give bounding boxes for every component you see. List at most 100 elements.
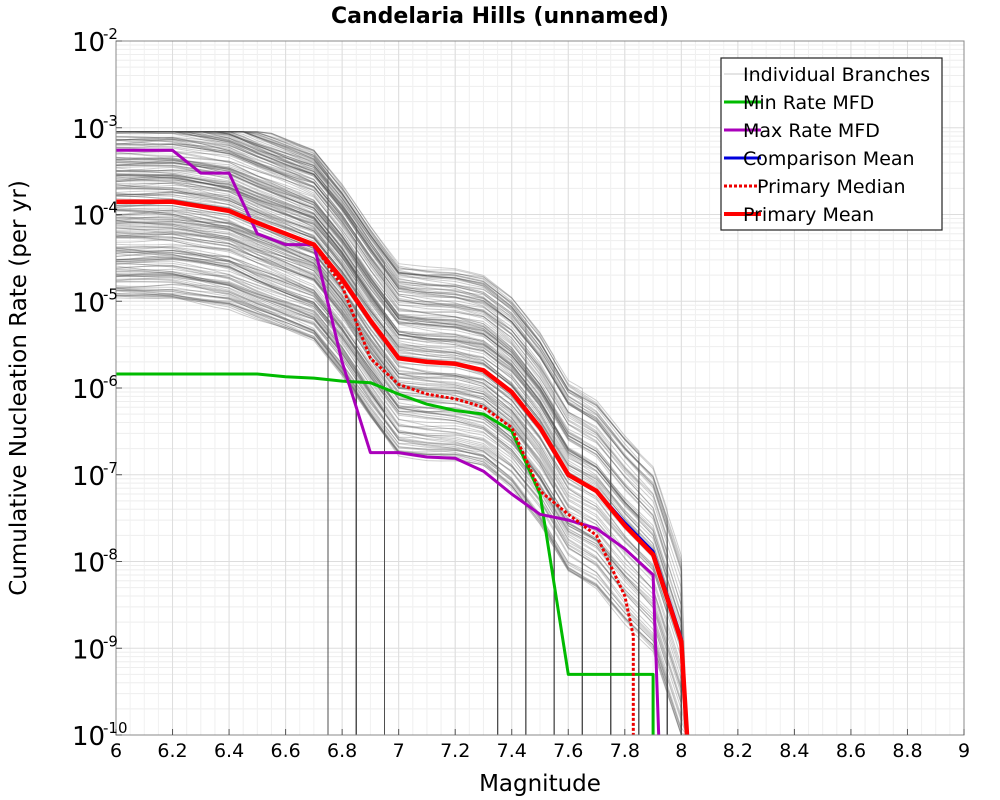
individual-branch-line	[116, 131, 329, 735]
individual-branch-line	[115, 180, 688, 736]
individual-branch-line	[115, 167, 555, 735]
y-tick-label-exponent: -4	[103, 199, 118, 217]
individual-branch-line	[116, 131, 612, 735]
legend-label: Individual Branches	[743, 64, 930, 86]
individual-branch-line	[115, 263, 329, 735]
individual-branch-line	[115, 210, 583, 735]
chart-title: Candelaria Hills (unnamed)	[331, 4, 669, 29]
individual-branch-line	[115, 230, 668, 735]
individual-branch-line	[115, 275, 688, 736]
individual-branch-line	[115, 157, 499, 735]
x-tick-label: 9	[958, 740, 970, 762]
individual-branch-line	[115, 139, 640, 735]
individual-branch-line	[116, 131, 329, 735]
individual-branch-line	[116, 131, 583, 735]
y-tick-label-base: 10	[72, 635, 105, 665]
individual-branch-line	[116, 289, 357, 735]
individual-branch-line	[115, 294, 527, 735]
individual-branch-line	[115, 136, 357, 735]
x-tick-label: 6.6	[270, 740, 300, 762]
individual-branch-line	[115, 174, 357, 735]
individual-branch-line	[115, 169, 385, 735]
individual-branch-line	[115, 253, 385, 735]
individual-branch-line	[115, 191, 668, 735]
individual-branch-line	[115, 272, 385, 735]
individual-branch-line	[115, 251, 682, 735]
individual-branch-line	[115, 227, 612, 735]
y-tick-label-exponent: -9	[103, 632, 118, 650]
individual-branch-line	[115, 192, 668, 735]
individual-branch-line	[116, 131, 583, 735]
individual-branch-line	[116, 131, 527, 735]
y-tick-label-base: 10	[72, 28, 105, 58]
individual-branch-line	[115, 270, 385, 735]
individual-branch-line	[116, 131, 583, 735]
individual-branch-line	[115, 131, 688, 736]
individual-branch-line	[115, 232, 583, 735]
series-line-primary-mean	[116, 199, 690, 736]
y-tick-label-base: 10	[72, 288, 105, 318]
x-tick-label: 8.6	[836, 740, 866, 762]
legend-box	[720, 57, 943, 231]
y-axis-title: Cumulative Nucleation Rate (per yr)	[6, 180, 32, 596]
individual-branch-line	[115, 219, 668, 735]
individual-branch-line	[115, 173, 640, 735]
legend-label: Min Rate MFD	[743, 92, 874, 114]
individual-branch-line	[115, 157, 583, 735]
individual-branch-line	[116, 131, 682, 735]
individual-branch-line	[116, 131, 668, 735]
individual-branch-line	[115, 184, 357, 735]
individual-branch-line	[115, 132, 527, 735]
x-tick-label: 7.6	[553, 740, 583, 762]
individual-branch-line	[116, 143, 385, 735]
individual-branch-line	[116, 258, 612, 735]
individual-branch-line	[115, 287, 357, 735]
individual-branch-line	[115, 185, 688, 736]
individual-branch-line	[115, 246, 385, 735]
x-tick-label: 8.8	[892, 740, 922, 762]
individual-branch-line	[116, 220, 385, 735]
individual-branch-line	[115, 136, 499, 735]
individual-branch-line	[115, 257, 640, 735]
individual-branch-line	[115, 173, 583, 735]
individual-branch-line	[115, 131, 682, 735]
individual-branch-line	[115, 284, 499, 735]
x-tick-label: 8.4	[779, 740, 809, 762]
individual-branch-line	[115, 136, 527, 735]
series-line-min-rate-mfd	[116, 372, 655, 735]
individual-branch-line	[116, 131, 555, 735]
individual-branch-line	[115, 179, 640, 735]
x-tick-label: 7.2	[440, 740, 470, 762]
individual-branch-line	[116, 131, 640, 735]
individual-branch-line	[116, 131, 329, 735]
individual-branch-line	[116, 175, 688, 736]
individual-branch-line	[115, 157, 612, 735]
individual-branch-line	[115, 209, 682, 735]
legend-label: Max Rate MFD	[743, 120, 880, 142]
individual-branch-line	[115, 232, 682, 735]
individual-branch-line	[115, 287, 583, 735]
individual-branch-line	[116, 131, 640, 735]
individual-branch-line	[115, 216, 640, 735]
individual-branch-line	[115, 295, 612, 735]
individual-branch-line	[115, 209, 668, 735]
individual-branch-line	[115, 147, 682, 735]
individual-branch-line	[115, 179, 583, 735]
individual-branch-line	[115, 292, 682, 736]
y-tick-label-base: 10	[72, 202, 105, 232]
individual-branch-line	[115, 136, 499, 735]
individual-branch-line	[115, 278, 668, 735]
individual-branch-line	[116, 177, 668, 735]
series-layer	[116, 148, 690, 736]
individual-branch-line	[116, 131, 640, 735]
individual-branch-line	[116, 155, 688, 736]
individual-branch-line	[115, 147, 640, 735]
y-tick-label-exponent: -8	[103, 546, 118, 564]
individual-branch-line	[115, 220, 527, 735]
individual-branch-line	[115, 174, 640, 735]
individual-branch-line	[115, 278, 499, 735]
individual-branch-line	[115, 277, 329, 735]
individual-branch-line	[115, 222, 527, 735]
legend: Individual Branches Min Rate MFD Max Rate …	[720, 57, 943, 231]
individual-branch-line	[115, 232, 357, 735]
